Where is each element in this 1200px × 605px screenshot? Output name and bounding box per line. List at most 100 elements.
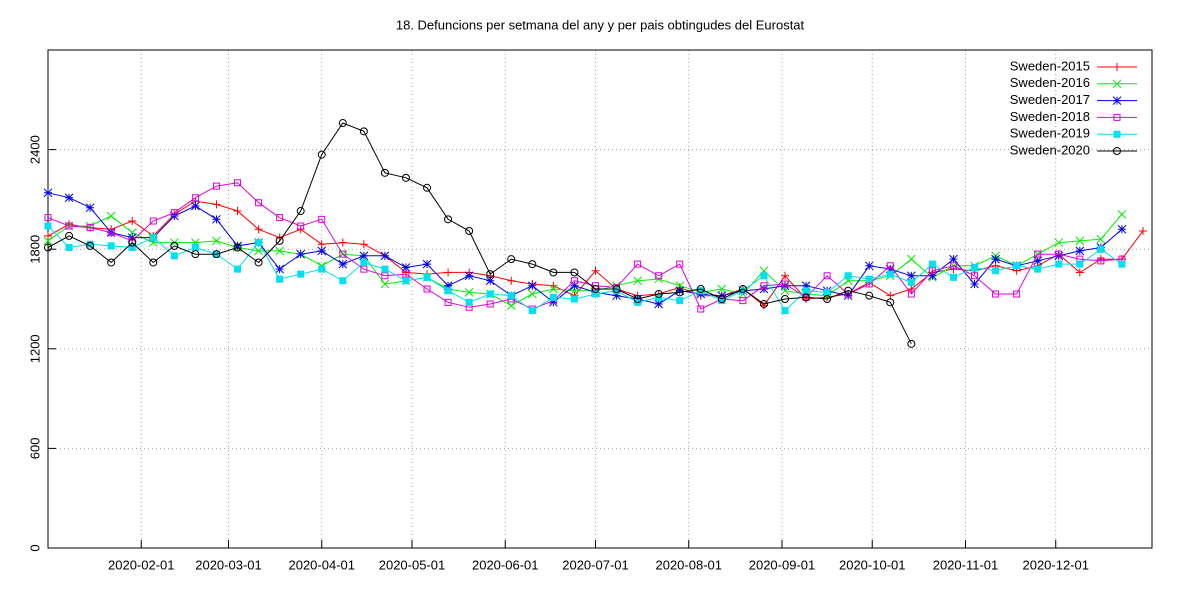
data-point [528, 260, 537, 269]
data-point [106, 211, 116, 221]
data-point [971, 272, 979, 280]
data-point [1034, 250, 1042, 258]
data-point [823, 295, 832, 303]
data-point [191, 244, 199, 252]
data-point [212, 200, 221, 209]
plot-border [47, 49, 1153, 549]
legend-label: Sweden-2016 [1010, 75, 1090, 90]
data-point [254, 258, 263, 267]
data-point [591, 266, 600, 275]
data-point [654, 290, 663, 299]
x-tick-label: 2020-05-01 [379, 557, 446, 572]
data-point [465, 226, 474, 235]
data-point [191, 250, 200, 259]
data-point [233, 243, 242, 252]
data-point [739, 297, 747, 305]
data-point [1034, 265, 1042, 273]
data-point [43, 188, 53, 198]
data-point [107, 242, 115, 250]
data-point [44, 231, 52, 240]
data-point [591, 285, 600, 294]
data-point [233, 207, 242, 216]
data-point [1118, 260, 1126, 268]
data-point [527, 281, 537, 291]
data-point [886, 262, 894, 270]
data-point [170, 209, 178, 217]
data-point [527, 289, 537, 299]
legend-label: Sweden-2020 [1010, 142, 1090, 157]
data-point [297, 222, 305, 230]
data-point [191, 194, 199, 202]
data-point [907, 339, 916, 348]
data-point [170, 252, 178, 260]
data-point [717, 295, 726, 303]
data-point [423, 273, 431, 281]
data-point [464, 271, 474, 281]
x-tick-label: 2020-08-01 [655, 557, 722, 572]
data-point [549, 297, 558, 307]
data-point [276, 214, 284, 222]
data-point [507, 276, 516, 285]
data-point [1138, 226, 1147, 235]
data-point [444, 268, 453, 277]
data-point [402, 277, 410, 285]
data-point [971, 263, 979, 271]
data-point [339, 250, 347, 258]
series-line [47, 213, 1123, 307]
legend-label: Sweden-2015 [1010, 58, 1090, 73]
data-point [486, 290, 494, 298]
data-point [1096, 234, 1106, 244]
data-point [633, 295, 642, 303]
data-point [1113, 63, 1121, 71]
data-point [865, 275, 873, 283]
data-point [949, 254, 958, 264]
data-point [149, 258, 158, 267]
data-point [107, 229, 115, 237]
data-point [738, 285, 747, 294]
data-point [865, 291, 874, 300]
y-tick-label: 1800 [27, 235, 42, 264]
data-point [717, 284, 727, 294]
data-point [381, 265, 389, 273]
data-point [296, 207, 305, 216]
data-point [107, 258, 116, 267]
data-point [1097, 257, 1105, 265]
data-point [380, 168, 389, 177]
data-point [781, 307, 789, 315]
series-line [47, 182, 1122, 310]
data-point [359, 240, 368, 249]
y-tick-label: 2400 [27, 135, 42, 164]
x-tick-label: 2020-09-01 [749, 557, 816, 572]
data-point [486, 270, 495, 279]
data-point [843, 291, 853, 301]
data-point [65, 222, 73, 230]
data-point [654, 299, 664, 309]
data-point [86, 241, 95, 250]
data-point [633, 276, 642, 286]
data-point [317, 150, 326, 159]
data-point [906, 271, 916, 281]
data-point [359, 251, 369, 261]
data-point [338, 259, 348, 269]
data-point [844, 286, 853, 295]
data-point [318, 215, 326, 223]
data-point [65, 244, 73, 252]
data-point [549, 284, 558, 294]
data-point [444, 298, 452, 306]
data-point [64, 193, 74, 203]
data-point [612, 291, 621, 301]
data-point [423, 285, 431, 293]
data-point [907, 290, 915, 298]
data-point [359, 127, 368, 136]
data-point [507, 255, 516, 264]
data-point [423, 183, 432, 192]
data-point [381, 272, 389, 280]
data-point [212, 214, 221, 224]
legend-label: Sweden-2018 [1010, 109, 1090, 124]
data-point [970, 279, 979, 289]
data-point [928, 267, 936, 275]
data-point [697, 305, 705, 313]
x-tick-label: 2020-11-01 [933, 557, 999, 572]
